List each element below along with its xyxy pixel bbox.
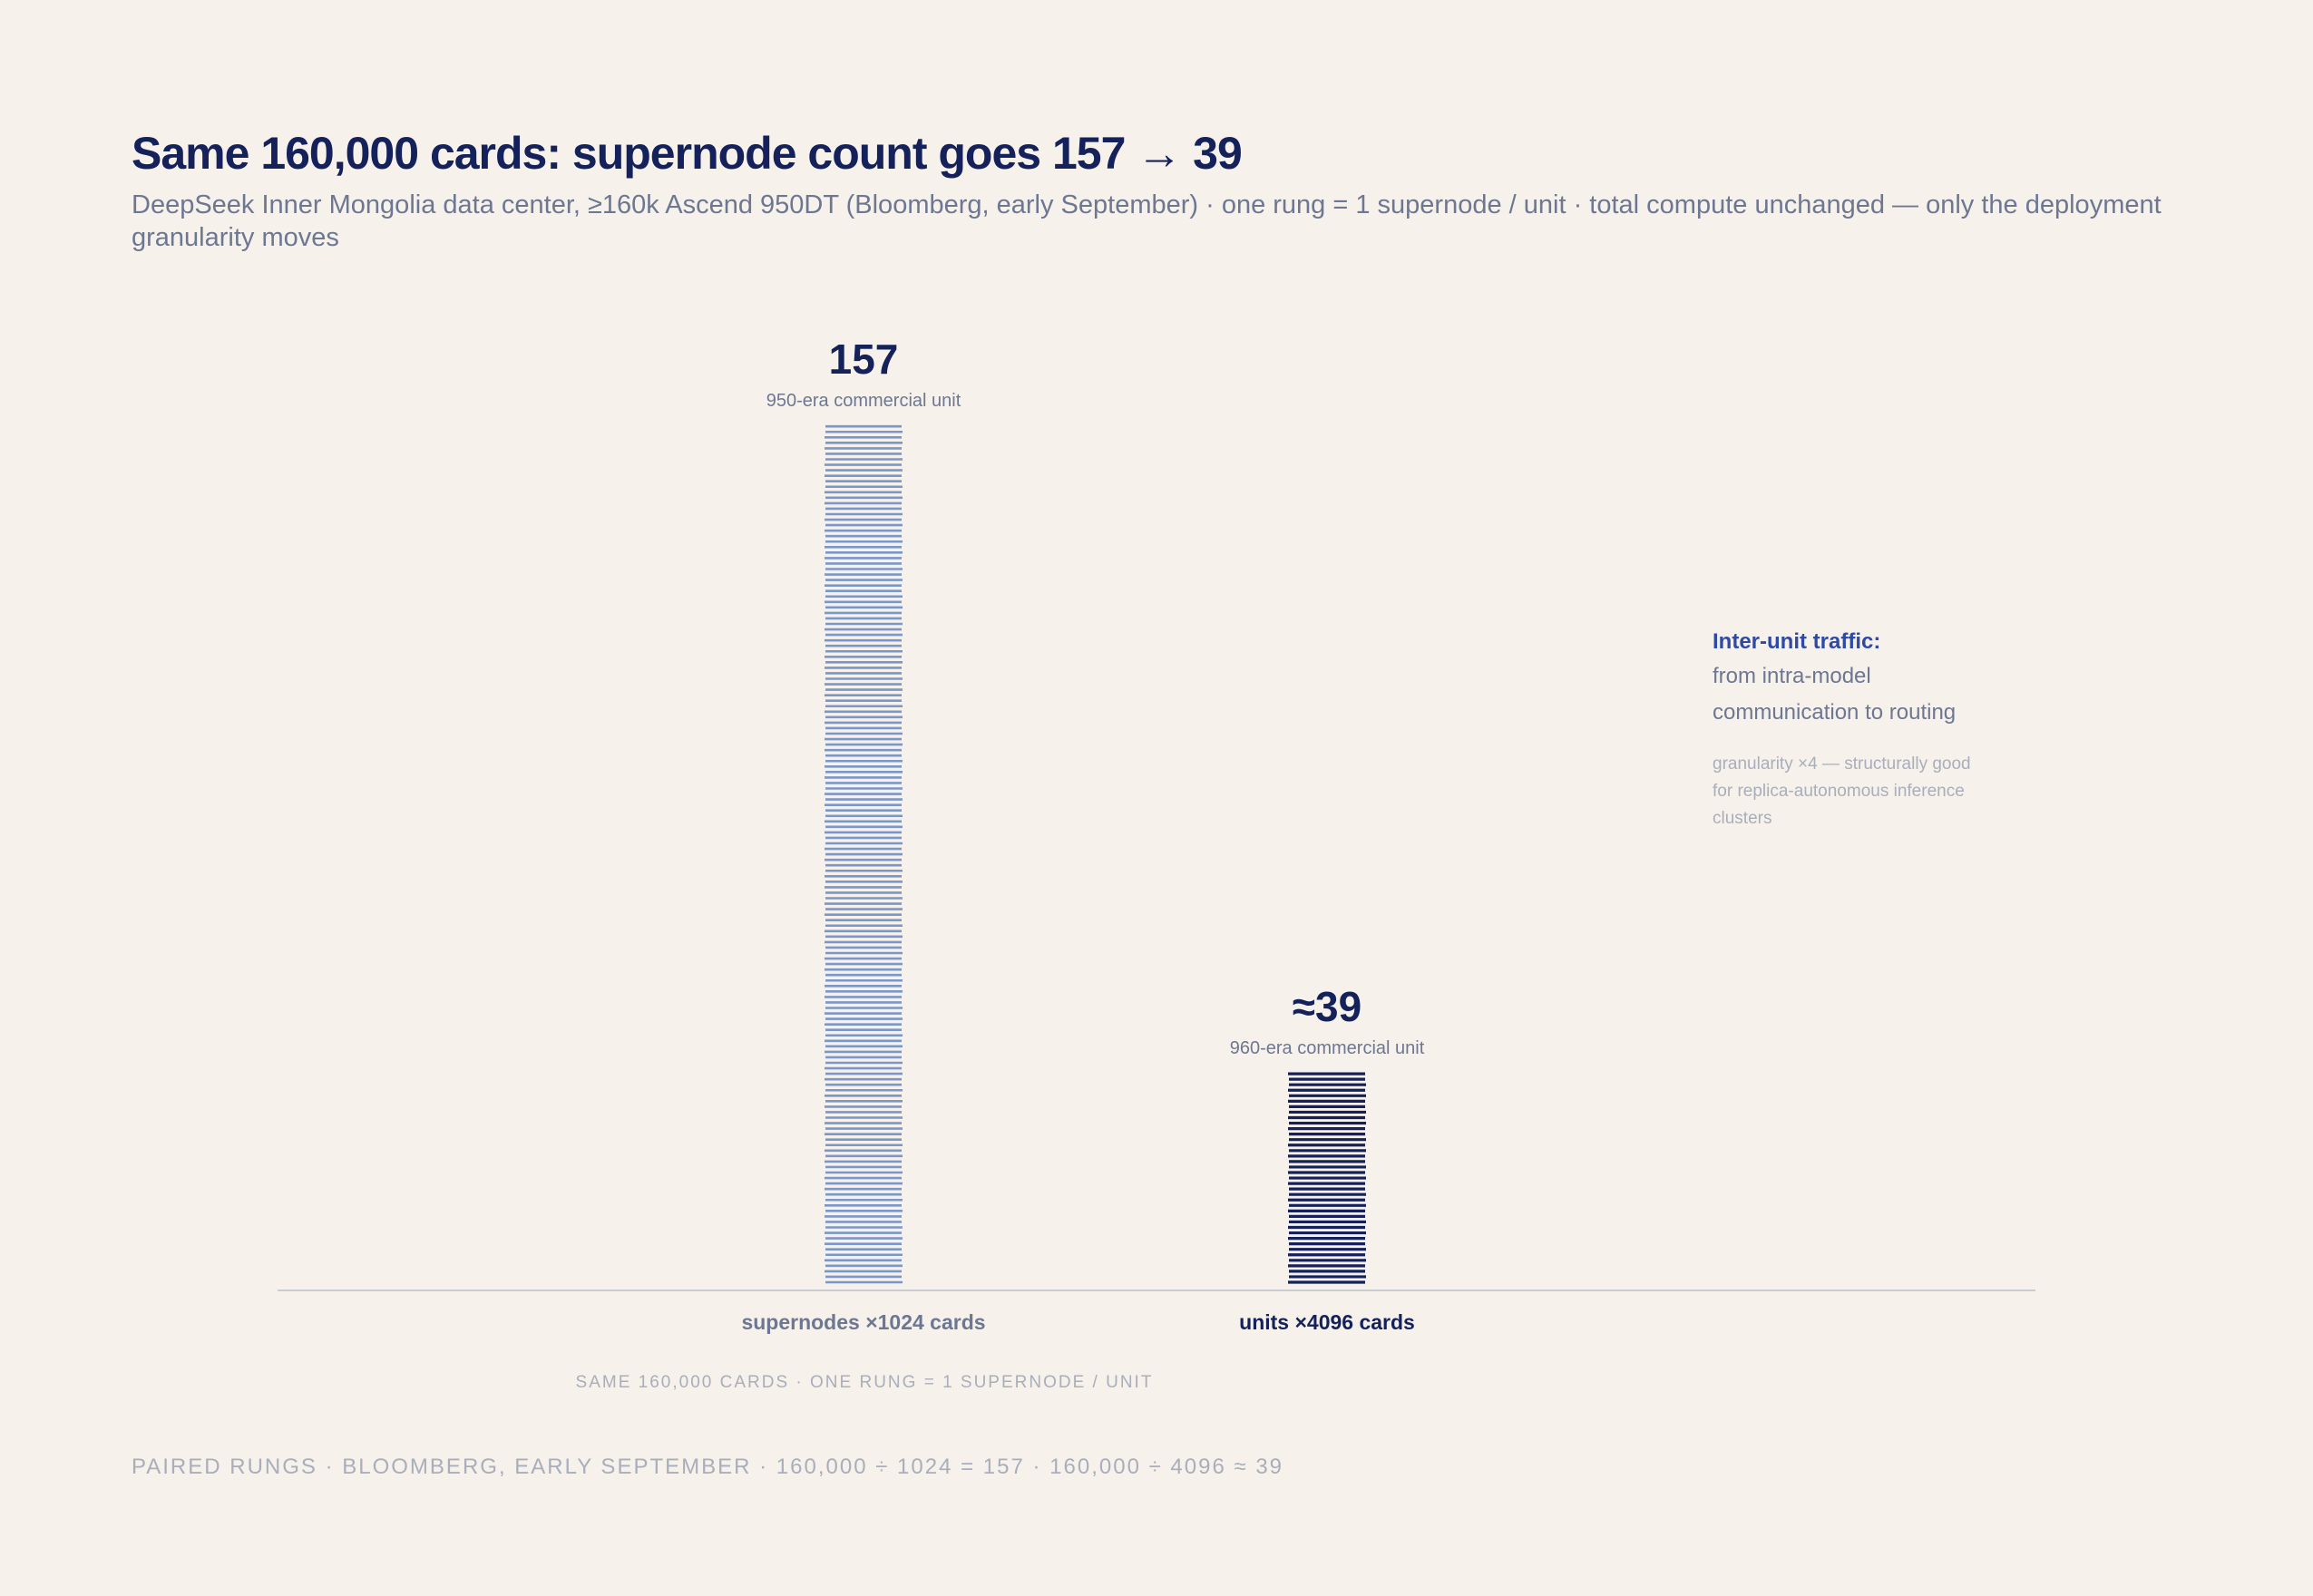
category-label: units ×4096 cards	[1239, 1310, 1415, 1334]
inter-unit-note: Inter-unit traffic: from intra-model com…	[1713, 626, 2021, 832]
chart-subtitle: DeepSeek Inner Mongolia data center, ≥16…	[132, 190, 2162, 252]
axis-caption: SAME 160,000 CARDS · ONE RUNG = 1 SUPERN…	[576, 1373, 1154, 1392]
rung-stack-2	[1288, 1072, 1366, 1284]
sublabel: 950-era commercial unit	[766, 391, 961, 411]
footer-source: PAIRED RUNGS · BLOOMBERG, EARLY SEPTEMBE…	[132, 1455, 1284, 1479]
sublabel: 960-era commercial unit	[1230, 1038, 1425, 1058]
rung-stack-1	[825, 424, 903, 1284]
chart-title: Same 160,000 cards: supernode count goes…	[132, 128, 1243, 179]
note-body: from intra-model communication to routin…	[1713, 664, 1957, 725]
note-detail: granularity ×4 — structurally good for r…	[1713, 754, 1971, 828]
note-heading: Inter-unit traffic:	[1713, 629, 1881, 654]
category-label: supernodes ×1024 cards	[741, 1310, 985, 1334]
value-label: 157	[829, 336, 899, 383]
value-label: ≈39	[1293, 983, 1361, 1030]
